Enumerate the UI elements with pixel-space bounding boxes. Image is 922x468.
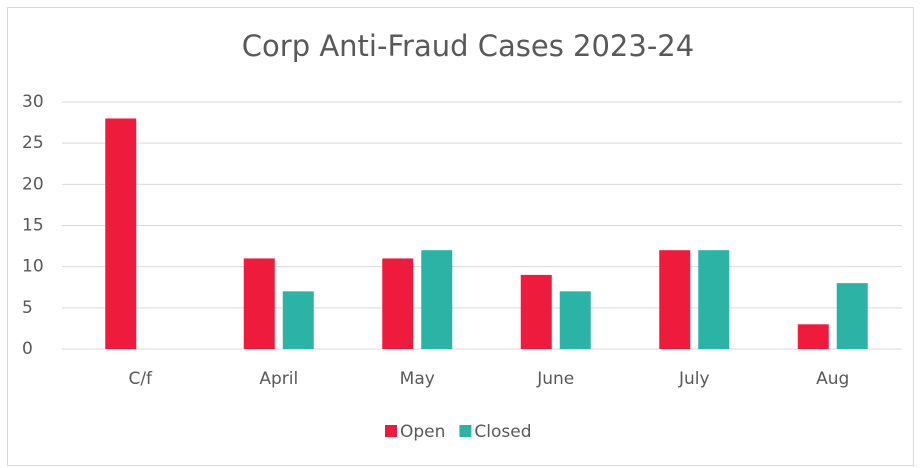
bar: [559, 291, 591, 349]
legend-swatch: [385, 425, 397, 437]
bar: [520, 274, 552, 349]
chart-frame: [7, 7, 914, 466]
legend-label: Open: [400, 422, 445, 442]
y-tick-label: 0: [22, 339, 33, 359]
bar: [282, 291, 314, 349]
x-tick-label: July: [678, 369, 710, 389]
x-tick-label: Aug: [816, 369, 849, 389]
bar: [659, 250, 691, 349]
bar: [698, 250, 730, 349]
x-tick-label: April: [259, 369, 298, 389]
bar: [243, 258, 275, 349]
bar: [836, 283, 868, 349]
y-tick-label: 25: [22, 133, 44, 153]
x-tick-label: June: [536, 369, 574, 389]
bar: [105, 118, 137, 349]
bar: [797, 324, 829, 349]
chart-title: Corp Anti-Fraud Cases 2023-24: [242, 29, 694, 63]
bar: [421, 250, 453, 349]
bar: [382, 258, 414, 349]
legend-swatch: [459, 425, 472, 437]
x-tick-label: May: [400, 369, 435, 389]
y-tick-label: 20: [22, 174, 44, 194]
y-tick-label: 15: [22, 216, 44, 236]
y-tick-label: 10: [22, 257, 44, 277]
y-tick-label: 30: [22, 92, 44, 112]
legend-label: Closed: [474, 422, 531, 442]
y-tick-label: 5: [22, 298, 33, 318]
x-tick-label: C/f: [128, 369, 153, 389]
